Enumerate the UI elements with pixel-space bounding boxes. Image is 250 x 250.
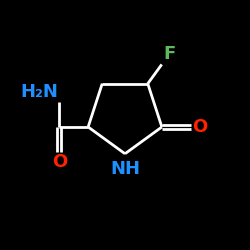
Text: F: F [163,45,175,63]
Text: NH: NH [110,160,140,178]
Text: O: O [52,153,67,171]
Text: O: O [192,118,207,136]
Text: H₂N: H₂N [20,83,58,101]
